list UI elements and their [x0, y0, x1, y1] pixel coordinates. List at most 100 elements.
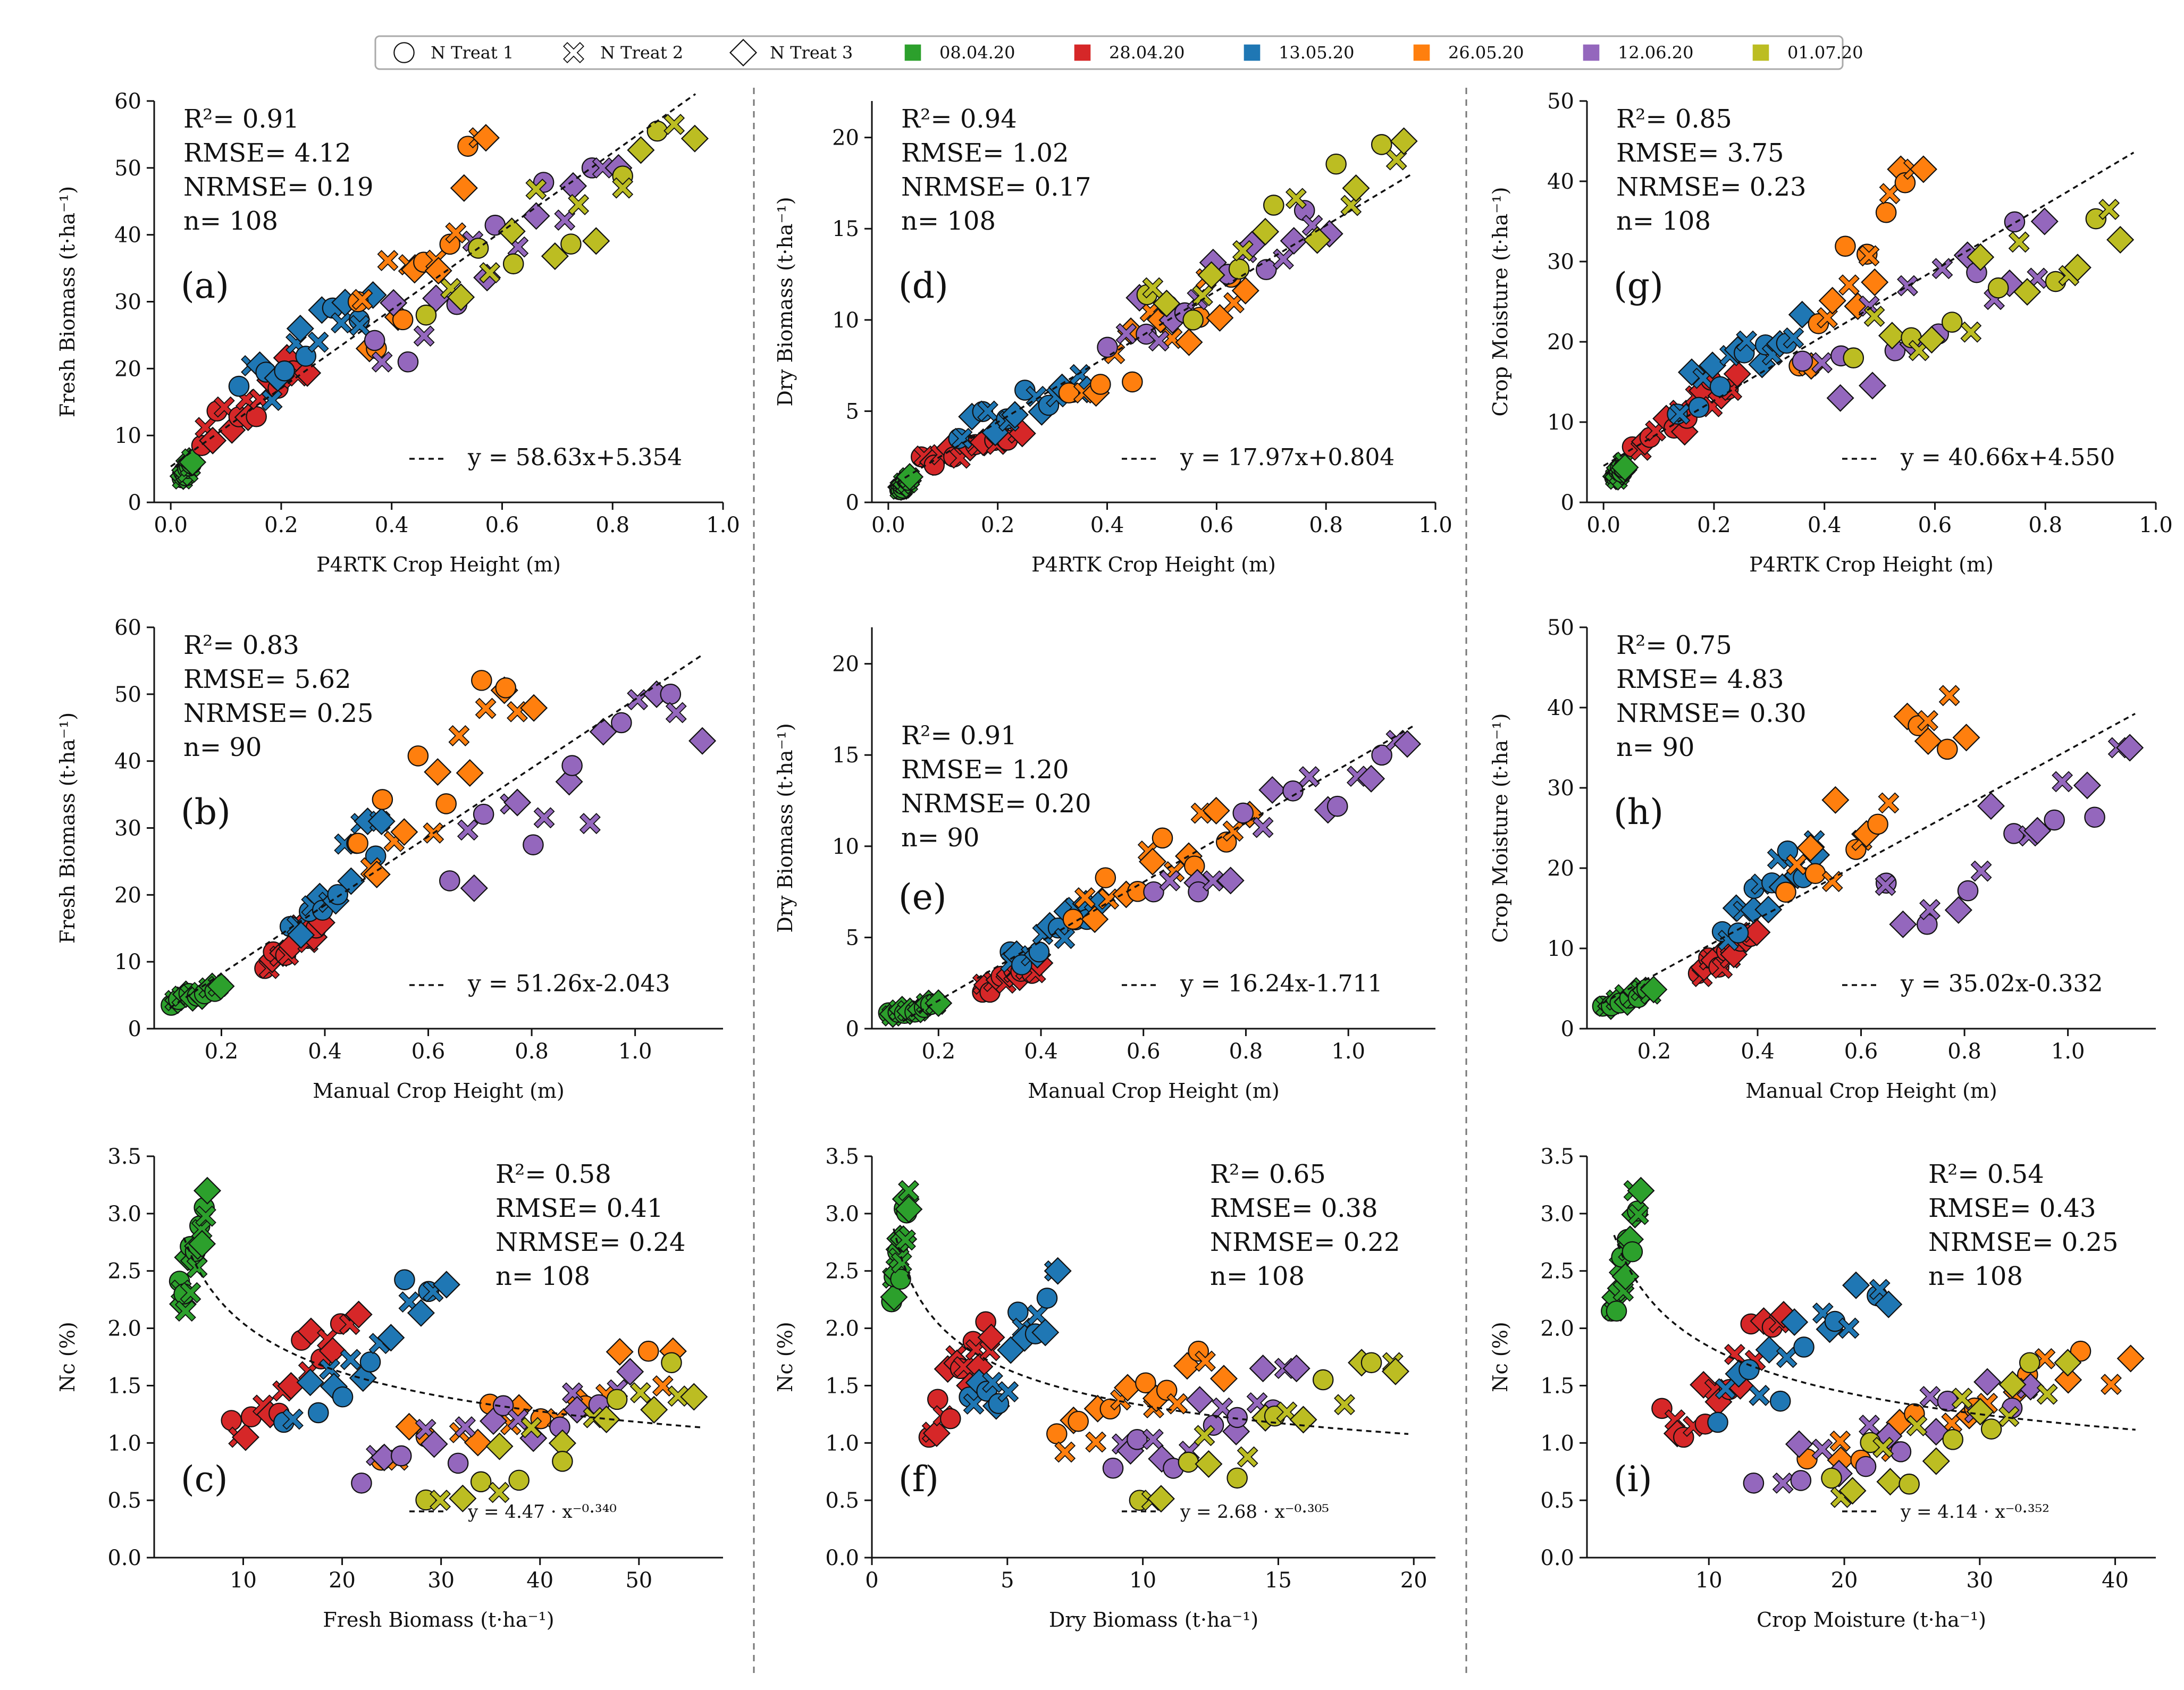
data-point-01-07-20	[479, 262, 501, 283]
stat-line: R²= 0.94	[901, 104, 1017, 134]
stat-line: RMSE= 0.43	[1928, 1193, 2096, 1223]
stat-line: NRMSE= 0.22	[1210, 1227, 1400, 1257]
x-tick-label: 0.6	[1844, 1039, 1878, 1064]
data-point-01-07-20	[1153, 289, 1181, 317]
y-tick-label: 0.0	[107, 1546, 141, 1570]
legend-label-08-04-20: 08.04.20	[939, 43, 1015, 63]
data-point-08-04-20	[895, 1195, 923, 1223]
data-point-13-05-20	[1669, 403, 1691, 425]
data-point-26-05-20	[1054, 1441, 1076, 1463]
data-point-12-06-20	[1148, 1445, 1176, 1473]
data-point-12-06-20	[611, 712, 632, 734]
data-point-01-07-20	[430, 1490, 451, 1511]
data-point-28-04-20	[293, 359, 322, 387]
data-point-12-06-20	[351, 1472, 372, 1494]
data-point-28-04-20	[939, 1408, 961, 1430]
y-tick-label: 20	[114, 883, 141, 907]
data-point-13-05-20	[1769, 1390, 1791, 1412]
y-tick-label: 10	[114, 950, 141, 974]
panel-e: 0.2 0.4 0.6 0.8 1.0 0 5 10 15 20 Manual Crop Heigh…	[774, 627, 1435, 1103]
data-point-26-05-20	[1152, 827, 1173, 849]
data-point-01-07-20	[488, 1482, 510, 1503]
y-tick-label: 5	[846, 926, 859, 950]
data-point-12-06-20	[1811, 1439, 1833, 1460]
x-tick-label: 20	[329, 1568, 356, 1593]
fit-line	[902, 724, 1416, 1022]
data-point-01-07-20	[1312, 1369, 1334, 1391]
legend: N Treat 1 N Treat 2 N Treat 3 08.04.20 28.04…	[374, 35, 1863, 70]
data-point-12-06-20	[2116, 734, 2144, 762]
stat-line: n= 108	[1210, 1262, 1305, 1291]
fit-equation: y = 4.47 · x⁻⁰·³⁴⁰	[467, 1501, 617, 1523]
data-point-01-07-20	[1899, 1473, 1920, 1495]
data-point-26-05-20	[390, 818, 418, 846]
data-point-01-07-20	[1251, 217, 1280, 246]
fit-equation: y = 51.26x-2.043	[467, 970, 670, 997]
data-point-26-05-20	[1875, 201, 1897, 223]
stat-line: RMSE= 1.20	[901, 755, 1069, 785]
data-point-28-04-20	[297, 1317, 325, 1346]
stat-line: NRMSE= 0.20	[901, 789, 1091, 819]
legend-marker-08-04-20	[904, 44, 921, 61]
data-point-26-05-20	[1893, 702, 1921, 730]
y-tick-label: 50	[114, 156, 141, 181]
data-point-12-06-20	[2084, 806, 2105, 828]
data-point-12-06-20	[589, 718, 617, 746]
data-point-01-07-20	[1237, 1446, 1258, 1468]
data-point-26-05-20	[351, 289, 373, 310]
data-point-26-05-20	[1058, 382, 1080, 403]
data-point-01-07-20	[1385, 149, 1407, 171]
data-point-12-06-20	[1772, 1472, 1794, 1494]
fit-equation: y = 40.66x+4.550	[1900, 444, 2115, 471]
data-point-08-04-20	[880, 1283, 908, 1311]
legend-label-n-treat-3: N Treat 3	[770, 43, 853, 63]
data-point-26-05-20	[1867, 813, 1888, 835]
y-tick-label: 10	[1547, 937, 1574, 961]
data-point-12-06-20	[554, 209, 576, 231]
x-tick-label: 15	[1265, 1568, 1292, 1593]
data-point-01-07-20	[1191, 285, 1213, 307]
data-point-26-05-20	[1937, 738, 1958, 760]
stat-line: n= 90	[901, 823, 979, 853]
data-point-12-06-20	[1393, 730, 1422, 758]
x-axis-label: Manual Crop Height (m)	[313, 1079, 565, 1103]
stat-line: RMSE= 0.38	[1210, 1193, 1378, 1223]
y-tick-label: 10	[114, 424, 141, 448]
y-tick-label: 0.5	[1540, 1489, 1574, 1513]
data-point-13-05-20	[1007, 1301, 1029, 1323]
data-point-01-07-20	[1390, 127, 1418, 155]
stat-line: R²= 0.91	[183, 104, 299, 134]
x-tick-label: 0.4	[1741, 1039, 1775, 1064]
panel-label: (d)	[898, 265, 948, 306]
data-point-26-05-20	[1209, 1365, 1238, 1393]
fit-equation: y = 35.02x-0.332	[1900, 970, 2103, 997]
data-point-13-05-20	[330, 312, 352, 334]
data-point-13-05-20	[1688, 397, 1710, 418]
data-point-12-06-20	[1944, 896, 1972, 924]
legend-label-n-treat-2: N Treat 2	[600, 43, 683, 63]
legend-label-12-06-20: 12.06.20	[1618, 43, 1694, 63]
data-point-01-07-20	[1289, 1406, 1317, 1434]
data-point-01-07-20	[640, 1395, 668, 1424]
y-tick-label: 0.0	[825, 1546, 859, 1570]
x-tick-label: 0.8	[1229, 1039, 1263, 1064]
x-tick-label: 0	[865, 1568, 878, 1593]
y-tick-label: 2.0	[107, 1317, 141, 1341]
data-point-12-06-20	[1127, 1429, 1148, 1450]
legend-label-26-05-20: 26.05.20	[1448, 43, 1524, 63]
data-point-12-06-20	[457, 819, 478, 841]
data-point-13-05-20	[1754, 895, 1783, 923]
stat-line: NRMSE= 0.23	[1616, 172, 1807, 202]
y-axis-label: Nc (%)	[774, 1322, 797, 1392]
data-point-12-06-20	[1792, 350, 1813, 372]
x-tick-label: 0.8	[1309, 513, 1343, 537]
fit-line	[893, 1228, 1409, 1435]
fit-line	[887, 172, 1414, 489]
y-tick-label: 10	[1547, 410, 1574, 435]
panel-i: 10 20 30 40 0.0 0.5 1.0 1.5 2.0 2.5 3.0 3.5 Crop Moi…	[1489, 1145, 2156, 1632]
data-point-12-06-20	[665, 702, 687, 724]
data-point-08-04-20	[180, 1282, 201, 1304]
data-point-12-06-20	[1148, 330, 1170, 352]
stat-line: R²= 0.83	[183, 630, 299, 660]
